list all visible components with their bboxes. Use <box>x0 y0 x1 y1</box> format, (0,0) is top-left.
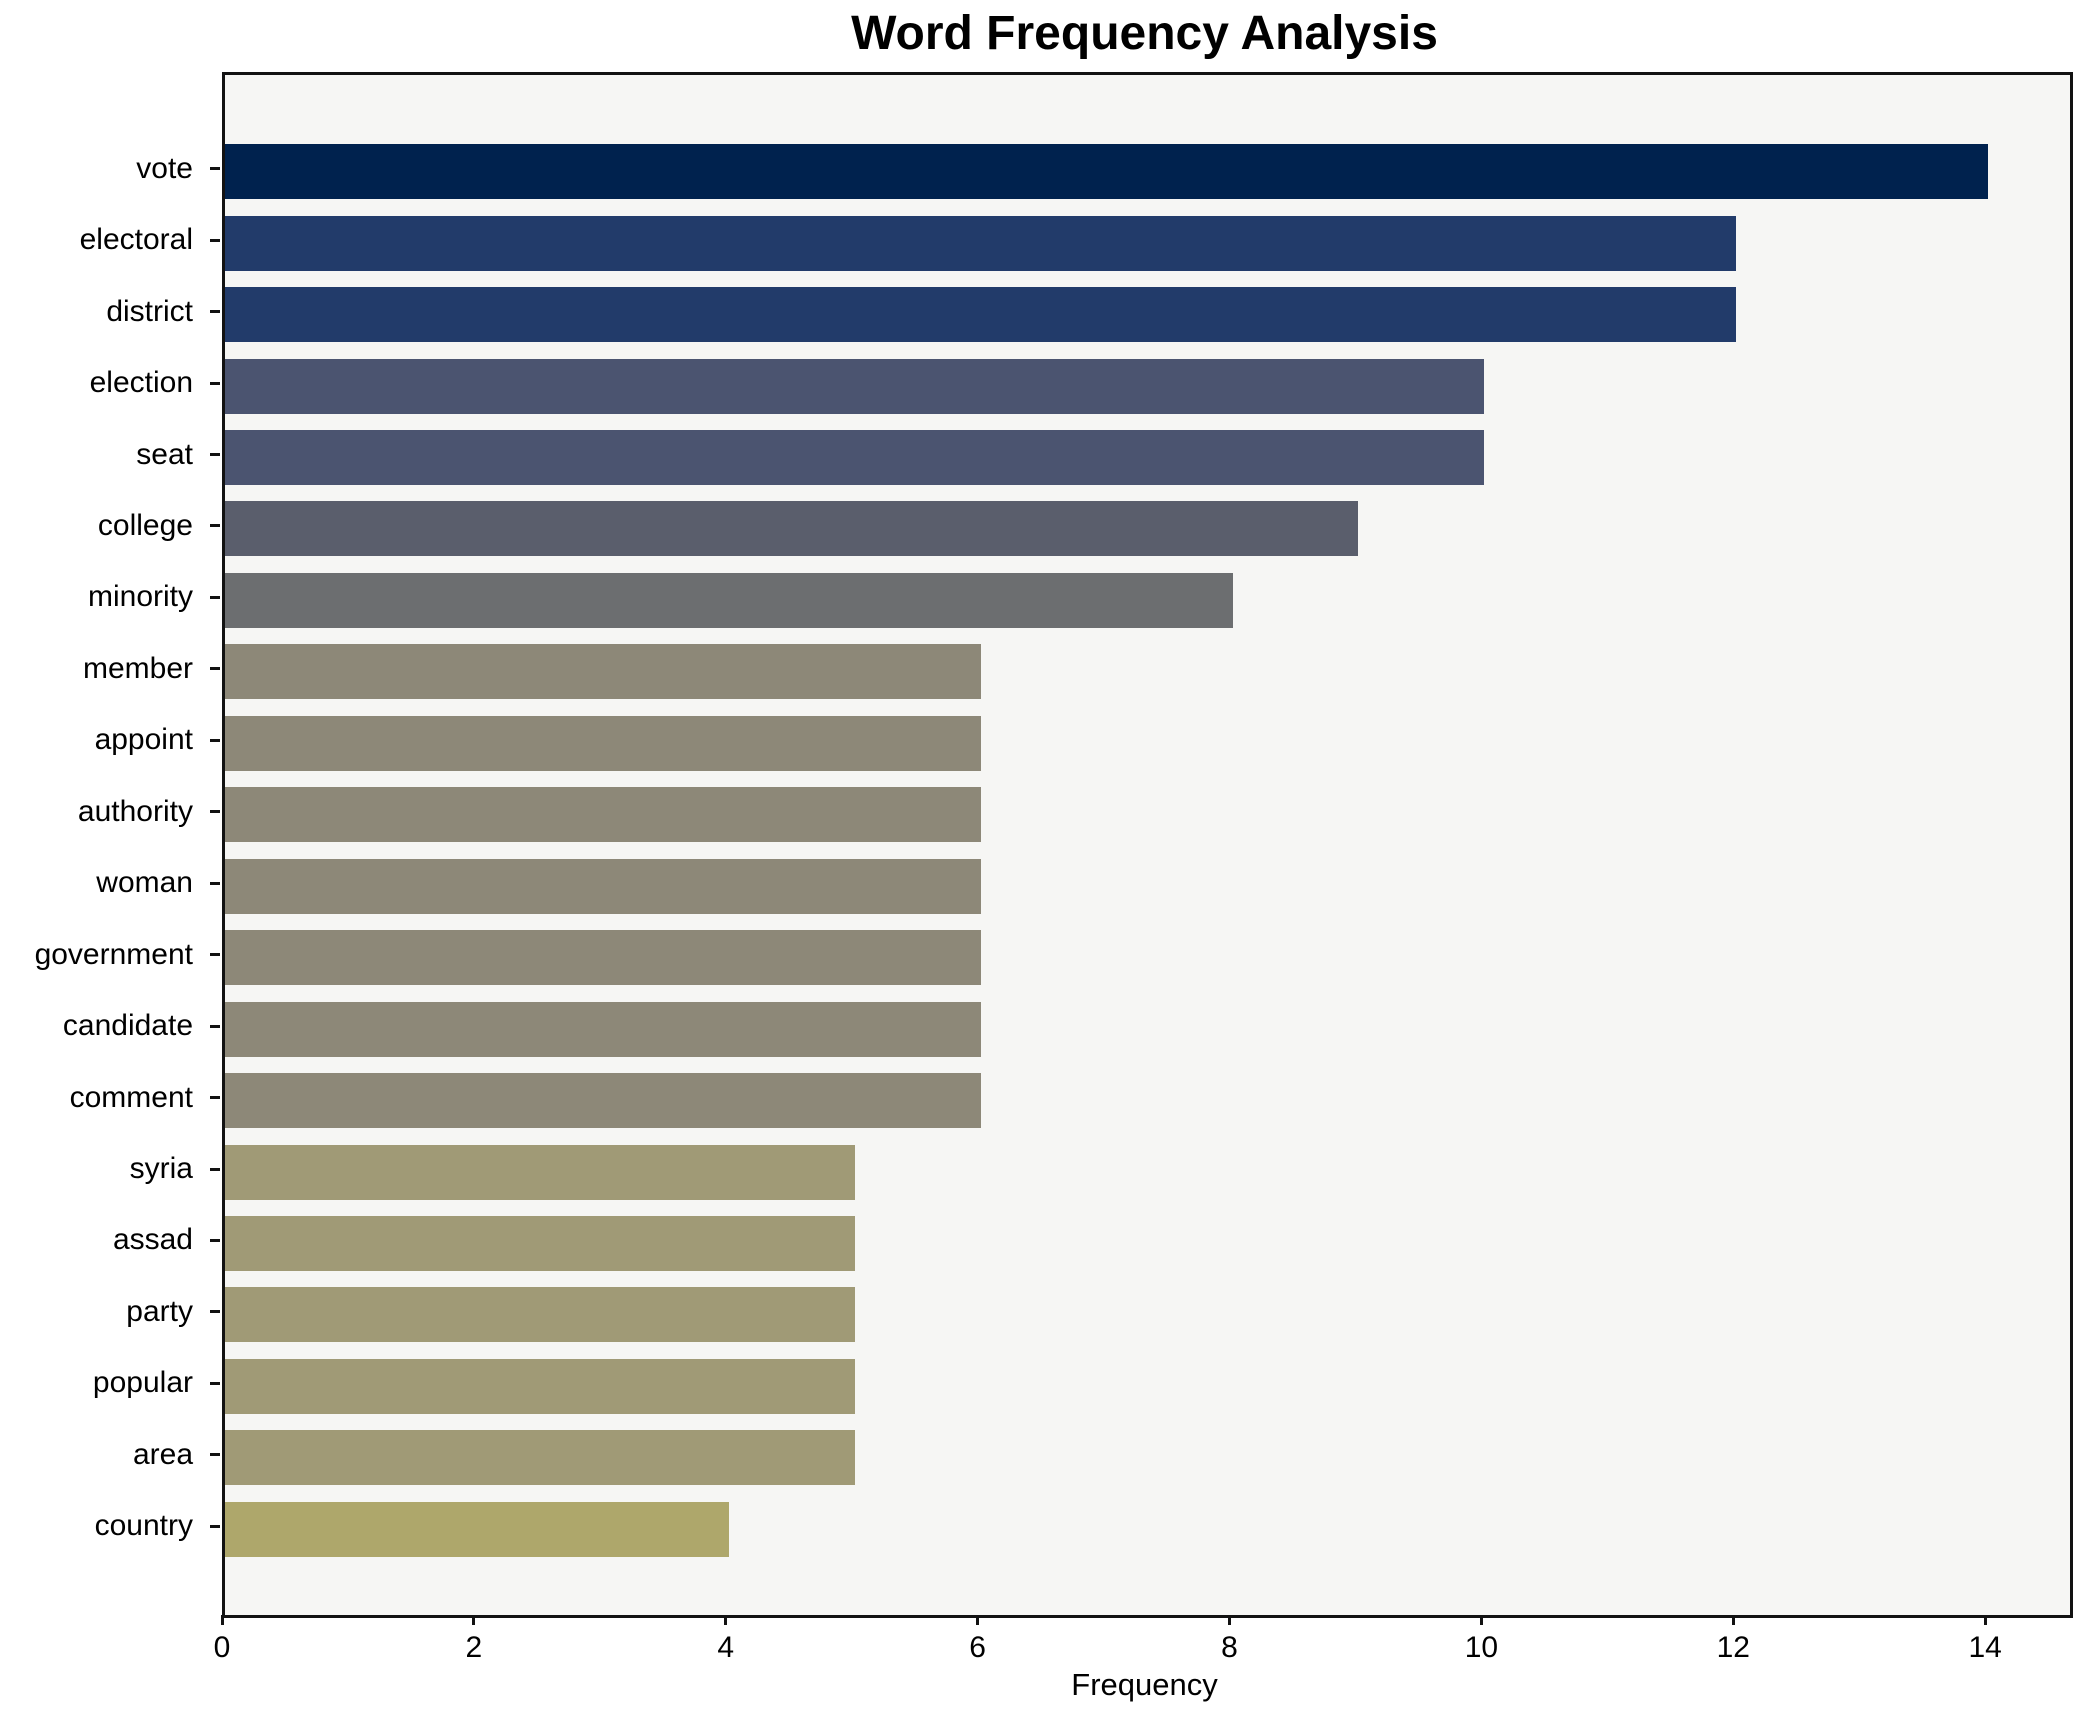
x-axis: Frequency 0 2 4 6 8 10 12 14 <box>214 1615 2067 1722</box>
bar-vote <box>225 144 1989 200</box>
y-tick-mark <box>210 953 220 957</box>
bar-comment <box>225 1073 981 1129</box>
bar-electoral <box>225 215 1737 271</box>
x-tick-mark <box>724 1615 728 1625</box>
bar-member <box>225 644 981 700</box>
y-tick-mark <box>210 1310 220 1314</box>
x-tick-mark <box>1228 1615 1231 1625</box>
x-tick-label-12: 12 <box>1716 1631 1750 1664</box>
y-tick-label-election: election <box>89 366 193 400</box>
bar-government <box>225 930 981 986</box>
bar-popular <box>225 1358 855 1414</box>
y-tick-label-area: area <box>132 1437 193 1471</box>
y-tick-label-party: party <box>126 1294 193 1328</box>
y-tick-mark <box>210 595 220 599</box>
chart-title: Word Frequency Analysis <box>851 7 1438 60</box>
bars-layer <box>225 75 2070 1615</box>
y-tick-mark <box>210 738 220 742</box>
bar-minority <box>225 572 1233 628</box>
y-tick-label-syria: syria <box>129 1152 193 1186</box>
y-tick-label-electoral: electoral <box>79 223 193 257</box>
y-tick-label-government: government <box>34 937 193 971</box>
bar-woman <box>225 858 981 914</box>
bar-seat <box>225 430 1485 486</box>
y-tick-label-country: country <box>94 1509 193 1543</box>
x-tick-label-4: 4 <box>717 1631 735 1664</box>
y-tick-label-popular: popular <box>92 1366 193 1400</box>
y-tick-mark <box>210 1238 220 1242</box>
y-tick-label-college: college <box>97 508 193 542</box>
bar-party <box>225 1287 855 1343</box>
y-tick-label-member: member <box>82 651 193 685</box>
y-tick-mark <box>210 1381 220 1385</box>
y-tick-label-minority: minority <box>87 580 193 614</box>
bar-area <box>225 1430 855 1486</box>
y-tick-label-woman: woman <box>96 866 193 900</box>
y-tick-mark <box>210 1453 220 1457</box>
bar-district <box>225 287 1737 343</box>
x-tick-mark <box>976 1615 980 1625</box>
y-tick-mark <box>210 310 220 314</box>
x-tick-label-14: 14 <box>1968 1631 2002 1664</box>
y-tick-mark <box>210 381 220 385</box>
x-tick-mark <box>1479 1615 1483 1625</box>
y-tick-label-appoint: appoint <box>94 723 193 757</box>
y-tick-label-candidate: candidate <box>62 1009 193 1043</box>
y-tick-mark <box>210 524 220 528</box>
y-tick-mark <box>210 238 220 242</box>
x-tick-label-2: 2 <box>465 1631 483 1664</box>
y-tick-label-vote: vote <box>136 151 193 185</box>
bar-election <box>225 358 1485 414</box>
bar-assad <box>225 1215 855 1271</box>
x-tick-mark <box>1731 1615 1735 1625</box>
x-tick-mark <box>1983 1615 1987 1625</box>
bar-college <box>225 501 1359 557</box>
x-tick-label-6: 6 <box>969 1631 986 1664</box>
y-tick-label-authority: authority <box>77 794 193 828</box>
plot-area <box>222 72 2073 1618</box>
x-tick-mark <box>472 1615 476 1625</box>
y-tick-mark <box>210 1167 220 1171</box>
y-tick-mark <box>210 453 220 457</box>
y-tick-mark <box>210 1024 220 1028</box>
bar-authority <box>225 787 981 843</box>
y-axis: vote electoral district election seat college… <box>0 72 222 1612</box>
y-tick-mark <box>210 1524 220 1528</box>
y-tick-mark <box>210 810 220 814</box>
bar-country <box>225 1501 729 1557</box>
bar-syria <box>225 1144 855 1200</box>
x-tick-label-8: 8 <box>1221 1631 1238 1664</box>
x-tick-label-10: 10 <box>1464 1631 1499 1664</box>
y-tick-mark <box>210 881 220 885</box>
y-tick-label-district: district <box>106 294 193 328</box>
y-tick-label-seat: seat <box>136 437 193 471</box>
x-tick-mark <box>220 1615 224 1625</box>
bar-appoint <box>225 715 981 771</box>
y-tick-mark <box>210 667 220 671</box>
y-tick-mark <box>210 167 220 171</box>
x-tick-label-0: 0 <box>213 1631 231 1664</box>
y-tick-label-assad: assad <box>112 1223 193 1257</box>
y-tick-label-comment: comment <box>69 1080 193 1114</box>
x-axis-label: Frequency <box>1071 1667 1218 1702</box>
y-tick-mark <box>210 1096 220 1100</box>
bar-candidate <box>225 1001 981 1057</box>
